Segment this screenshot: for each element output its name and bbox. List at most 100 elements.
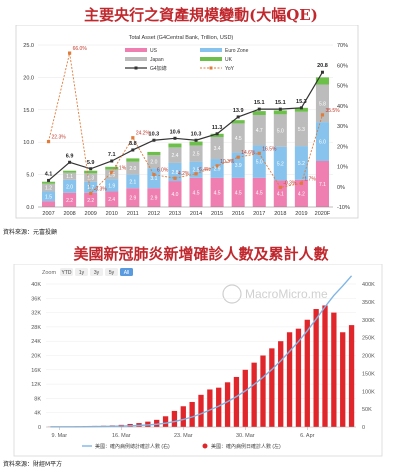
- yoy-value-label: 6.0%: [157, 168, 169, 174]
- y-tick-right: 20%: [337, 144, 348, 150]
- bar-uk: [189, 141, 203, 146]
- y-tick-left: 5.0: [26, 173, 34, 179]
- y-tick-right: 150K: [362, 371, 375, 377]
- bar-uk: [231, 120, 245, 124]
- yoy-marker: [46, 139, 51, 144]
- daily-cases-bar: [340, 332, 346, 427]
- stack-value-label: 4.7: [256, 128, 263, 134]
- stack-value-label: 1.1: [66, 174, 73, 180]
- daily-cases-bar: [278, 341, 284, 427]
- g4-marker: [152, 138, 156, 142]
- zoom-button-label: 5y: [109, 270, 115, 276]
- daily-cases-bar: [322, 305, 328, 427]
- stack-value-label: 7.1: [319, 182, 326, 188]
- daily-cases-bar: [207, 389, 213, 427]
- daily-cases-bar: [313, 309, 319, 427]
- x-tick-label: 2015: [211, 211, 223, 217]
- stack-value-label: 4.5: [235, 190, 242, 196]
- bar-japan: [210, 137, 224, 160]
- bar-uk: [294, 107, 308, 112]
- zoom-button-all[interactable]: [120, 268, 133, 276]
- yoy-marker: [68, 51, 72, 55]
- stack-value-label: 4.5: [256, 190, 263, 196]
- stack-value-label: 2.5: [193, 168, 200, 174]
- y-tick-left: 20.0: [23, 75, 34, 81]
- y-tick-left: 20K: [31, 354, 41, 360]
- x-tick-label: 2019: [295, 211, 307, 217]
- bar-eurozone: [63, 179, 77, 193]
- stack-value-label: 2.9: [150, 196, 157, 202]
- legend-swatch: [125, 57, 147, 61]
- yoy-value-label: 22.3%: [52, 135, 67, 141]
- bar-japan: [84, 173, 98, 182]
- stack-value-label: 5.0: [277, 129, 284, 135]
- daily-cases-bar: [269, 348, 275, 427]
- yoy-marker: [320, 113, 325, 117]
- daily-cases-bar: [154, 419, 160, 427]
- legend-swatch: [134, 66, 138, 70]
- y-tick-left: 12K: [31, 382, 41, 388]
- bar-eurozone: [147, 168, 161, 189]
- y-tick-right: 0%: [337, 185, 345, 191]
- asset-chart-title: Total Asset (G4Central Bank, Trillion, U…: [129, 35, 234, 41]
- zoom-button-label: YTD: [62, 270, 72, 276]
- g4-value-label: 15.1: [275, 100, 286, 106]
- bar-japan: [273, 114, 287, 147]
- stack-value-label: 1.7: [87, 185, 94, 191]
- bar-japan: [105, 169, 119, 180]
- stack-value-label: 1.3: [87, 176, 94, 182]
- daily-cases-bar: [224, 382, 231, 427]
- stack-value-label: 1.5: [108, 172, 115, 178]
- y-tick-right: 350K: [362, 300, 375, 306]
- bar-uk: [252, 111, 266, 115]
- stack-value-label: 2.0: [66, 184, 73, 190]
- y-tick-right: -10%: [337, 205, 350, 211]
- bar-uk: [42, 181, 56, 184]
- stack-value-label: 5.2: [277, 162, 284, 168]
- yoy-value-label: 6.4%: [199, 167, 211, 173]
- daily-cases-bar: [171, 410, 178, 427]
- x-tick-label: 30. Mar: [236, 433, 255, 439]
- covid-chart: Zoom YTD 1y 3y 5y All MacroMicro.me 0 4K 8K 12K 1…: [13, 264, 383, 457]
- covid-chart-frame: [13, 264, 383, 457]
- yoy-marker: [299, 181, 303, 185]
- chart2-title: 美國新冠肺炎新增確診人數及累計人數: [73, 245, 329, 263]
- bar-us: [42, 201, 56, 207]
- stack-value-label: 2.2: [87, 198, 94, 204]
- legend-swatch: [200, 57, 222, 61]
- bar-eurozone: [273, 146, 287, 181]
- daily-cases-bar: [304, 319, 310, 427]
- legend-label: Japan: [150, 57, 164, 63]
- bar-japan: [189, 145, 203, 162]
- legend-swatch: [125, 48, 147, 52]
- y-tick-left: 0: [38, 425, 41, 431]
- bar-us: [294, 179, 308, 207]
- x-tick-label: 2017: [253, 211, 265, 217]
- daily-cases-bar: [348, 325, 355, 427]
- y-tick-left: 24K: [31, 339, 41, 345]
- g4-value-label: 13.9: [233, 108, 244, 114]
- stack-value-label: 4.2: [298, 191, 305, 197]
- zoom-button-ytd[interactable]: [60, 268, 73, 276]
- bar-us: [105, 191, 119, 207]
- g4-marker: [320, 70, 324, 74]
- zoom-button-5y[interactable]: [105, 268, 118, 276]
- zoom-button-1y[interactable]: [75, 268, 88, 276]
- g4-value-label: 10.6: [170, 129, 181, 135]
- bar-us: [63, 192, 77, 207]
- g4-marker: [89, 167, 93, 171]
- bar-uk: [147, 151, 161, 156]
- stack-value-label: 3.9: [235, 163, 242, 169]
- daily-cases-bar: [251, 362, 257, 427]
- watermark-logo-icon: [222, 284, 242, 304]
- zoom-button-3y[interactable]: [90, 268, 103, 276]
- bar-eurozone: [210, 159, 224, 178]
- y-tick-right: 70%: [337, 43, 348, 49]
- y-tick-left: 16K: [31, 368, 41, 374]
- legend-swatch: [200, 48, 222, 52]
- x-tick-label: 2018: [274, 211, 286, 217]
- yoy-value-label: 24.2%: [136, 131, 151, 137]
- yoy-value-label: -3.3%: [94, 186, 108, 192]
- g4-value-label: 11.3: [212, 125, 222, 131]
- y-tick-left: 32K: [31, 311, 41, 317]
